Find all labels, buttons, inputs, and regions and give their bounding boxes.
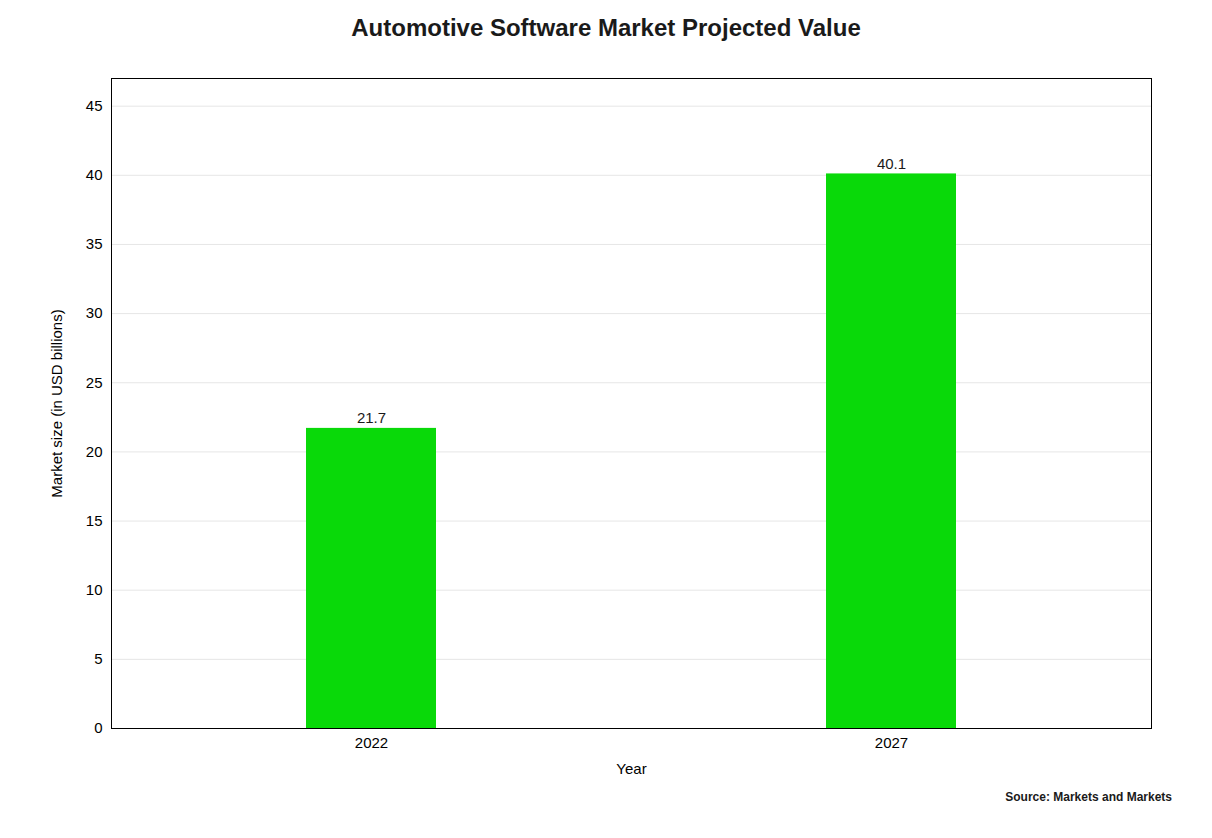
svg-text:40.1: 40.1 (877, 155, 906, 172)
svg-text:15: 15 (86, 512, 103, 529)
svg-text:35: 35 (86, 235, 103, 252)
svg-text:30: 30 (86, 304, 103, 321)
svg-text:40: 40 (86, 166, 103, 183)
svg-text:Market size (in USD billions): Market size (in USD billions) (48, 309, 65, 497)
svg-text:45: 45 (86, 97, 103, 114)
svg-text:2022: 2022 (355, 734, 388, 751)
svg-text:0: 0 (94, 719, 102, 736)
html-text:Source: Markets and Markets: Source: Markets and Markets (1005, 790, 1172, 804)
svg-text:25: 25 (86, 374, 103, 391)
svg-text:2027: 2027 (875, 734, 908, 751)
svg-text:10: 10 (86, 581, 103, 598)
html-text:Automotive Software Market Pro: Automotive Software Market Projected Val… (351, 14, 861, 41)
svg-text:5: 5 (94, 650, 102, 667)
svg-text:Year: Year (616, 760, 646, 777)
svg-text:21.7: 21.7 (357, 409, 386, 426)
svg-text:20: 20 (86, 443, 103, 460)
